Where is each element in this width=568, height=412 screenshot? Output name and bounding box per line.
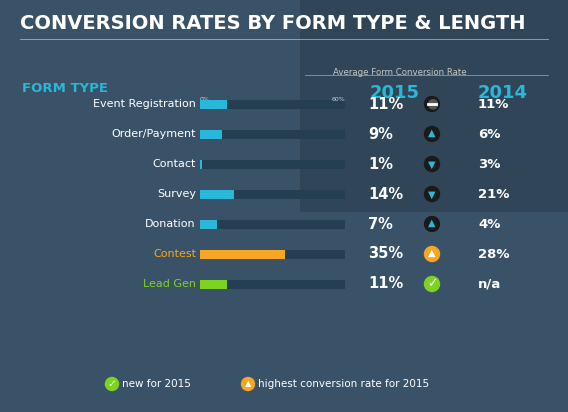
Text: 0%: 0% xyxy=(200,97,210,102)
Text: Average Form Conversion Rate: Average Form Conversion Rate xyxy=(333,68,467,77)
Text: 11%: 11% xyxy=(478,98,509,110)
Bar xyxy=(200,100,227,108)
Text: n/a: n/a xyxy=(478,278,501,290)
Circle shape xyxy=(106,377,119,391)
Bar xyxy=(200,279,227,288)
Text: 11%: 11% xyxy=(368,276,403,292)
Text: ▲: ▲ xyxy=(428,218,436,228)
Text: highest conversion rate for 2015: highest conversion rate for 2015 xyxy=(258,379,429,389)
Bar xyxy=(200,220,217,229)
Text: Donation: Donation xyxy=(145,219,196,229)
Circle shape xyxy=(424,246,440,262)
Bar xyxy=(200,250,285,258)
Text: 28%: 28% xyxy=(478,248,509,260)
Text: ▲: ▲ xyxy=(428,128,436,138)
Text: Lead Gen: Lead Gen xyxy=(143,279,196,289)
Bar xyxy=(200,279,345,288)
Bar xyxy=(200,190,234,199)
Text: ▲: ▲ xyxy=(245,379,251,388)
Bar xyxy=(200,159,345,169)
Text: 2015: 2015 xyxy=(370,84,420,102)
Text: FORM TYPE: FORM TYPE xyxy=(22,82,108,95)
Text: 6%: 6% xyxy=(478,127,500,140)
Bar xyxy=(200,129,345,138)
Circle shape xyxy=(424,96,440,112)
Text: ▼: ▼ xyxy=(428,190,436,200)
Bar xyxy=(200,129,222,138)
Text: ▲: ▲ xyxy=(428,248,436,258)
Circle shape xyxy=(424,187,440,201)
Circle shape xyxy=(241,377,254,391)
Circle shape xyxy=(424,276,440,292)
Text: 14%: 14% xyxy=(368,187,403,201)
Text: 4%: 4% xyxy=(478,218,500,230)
Text: 2014: 2014 xyxy=(478,84,528,102)
Text: Contact: Contact xyxy=(153,159,196,169)
Circle shape xyxy=(424,157,440,171)
Circle shape xyxy=(424,216,440,232)
Text: Order/Payment: Order/Payment xyxy=(111,129,196,139)
Bar xyxy=(200,100,345,108)
Bar xyxy=(200,220,345,229)
Text: 3%: 3% xyxy=(478,157,500,171)
Text: ✓: ✓ xyxy=(427,278,437,290)
Bar xyxy=(200,250,345,258)
Text: 21%: 21% xyxy=(478,187,509,201)
Bar xyxy=(200,159,202,169)
Text: new for 2015: new for 2015 xyxy=(122,379,191,389)
Text: 7%: 7% xyxy=(368,216,393,232)
Text: 60%: 60% xyxy=(331,97,345,102)
Text: 35%: 35% xyxy=(368,246,403,262)
Bar xyxy=(300,0,568,212)
Text: ▼: ▼ xyxy=(428,160,436,170)
Text: ●: ● xyxy=(426,96,438,110)
Bar xyxy=(200,190,345,199)
Text: 11%: 11% xyxy=(368,96,403,112)
Text: Survey: Survey xyxy=(157,189,196,199)
Text: Contest: Contest xyxy=(153,249,196,259)
Text: CONVERSION RATES BY FORM TYPE & LENGTH: CONVERSION RATES BY FORM TYPE & LENGTH xyxy=(20,14,525,33)
Text: 1%: 1% xyxy=(368,157,393,171)
Circle shape xyxy=(424,126,440,141)
Text: 9%: 9% xyxy=(368,126,393,141)
Text: Event Registration: Event Registration xyxy=(93,99,196,109)
Text: ✓: ✓ xyxy=(107,379,116,389)
